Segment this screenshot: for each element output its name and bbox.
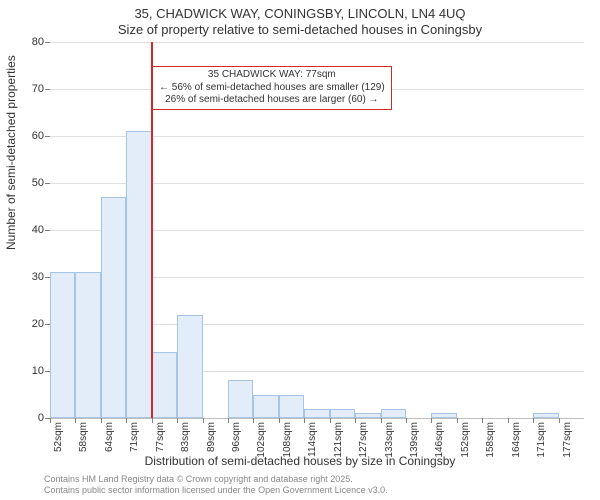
x-tick-mark [101,418,102,423]
x-tick-label: 146sqm [434,422,445,458]
x-tick-mark [355,418,356,423]
y-tick-label: 0 [38,412,44,424]
histogram-bar [152,352,177,418]
chart-title-line1: 35, CHADWICK WAY, CONINGSBY, LINCOLN, LN… [0,6,600,21]
histogram-bar [50,272,75,418]
x-tick-label: 114sqm [307,422,318,457]
x-tick-mark [253,418,254,423]
x-tick-mark [482,418,483,423]
x-axis-label: Distribution of semi-detached houses by … [0,454,600,468]
x-tick-mark [559,418,560,423]
y-tick-label: 10 [32,365,44,377]
x-tick-label: 58sqm [78,422,89,452]
x-tick-label: 102sqm [256,422,267,458]
annotation-line-1: 35 CHADWICK WAY: 77sqm [159,69,385,82]
x-tick-mark [330,418,331,423]
y-tick-label: 20 [32,318,44,330]
y-tick-label: 50 [32,177,44,189]
histogram-bar [330,409,355,418]
histogram-bar [253,395,278,419]
x-tick-label: 71sqm [129,422,140,452]
x-tick-mark [508,418,509,423]
x-tick-label: 108sqm [282,422,293,458]
x-tick-mark [406,418,407,423]
x-tick-label: 177sqm [562,422,573,458]
x-tick-mark [431,418,432,423]
footer-attribution: Contains HM Land Registry data © Crown c… [44,474,388,496]
x-tick-label: 152sqm [460,422,471,458]
x-tick-mark [381,418,382,423]
x-tick-mark [457,418,458,423]
histogram-bar [355,413,380,418]
gridline [50,42,584,43]
annotation-line-3: 26% of semi-detached houses are larger (… [159,94,385,107]
x-tick-label: 133sqm [384,422,395,458]
x-tick-label: 52sqm [53,422,64,452]
x-tick-mark [279,418,280,423]
footer-line-1: Contains HM Land Registry data © Crown c… [44,474,388,485]
x-tick-label: 96sqm [231,422,242,452]
histogram-bar [279,395,304,419]
x-tick-label: 64sqm [104,422,115,452]
histogram-bar [304,409,329,418]
histogram-bar [101,197,126,418]
x-tick-mark [203,418,204,423]
y-tick-label: 80 [32,36,44,48]
x-tick-label: 171sqm [536,422,547,458]
y-tick-label: 70 [32,83,44,95]
y-tick-label: 30 [32,271,44,283]
x-tick-label: 77sqm [155,422,166,452]
x-tick-mark [126,418,127,423]
x-tick-label: 139sqm [409,422,420,458]
x-tick-mark [228,418,229,423]
y-tick-label: 40 [32,224,44,236]
annotation-box: 35 CHADWICK WAY: 77sqm ← 56% of semi-det… [152,66,392,110]
y-tick-mark [45,42,50,43]
histogram-bar [75,272,100,418]
y-tick-mark [45,230,50,231]
x-tick-label: 164sqm [511,422,522,458]
y-tick-mark [45,136,50,137]
y-tick-mark [45,183,50,184]
y-axis-label: Number of semi-detached properties [4,55,18,250]
histogram-bar [431,413,456,418]
x-tick-label: 158sqm [485,422,496,458]
histogram-bar [126,131,151,418]
x-tick-label: 89sqm [206,422,217,452]
x-tick-label: 121sqm [333,422,344,458]
histogram-bar [533,413,558,418]
x-tick-mark [533,418,534,423]
x-tick-mark [152,418,153,423]
footer-line-2: Contains public sector information licen… [44,485,388,496]
chart-title-line2: Size of property relative to semi-detach… [0,22,600,37]
y-tick-mark [45,89,50,90]
histogram-bar [177,315,202,418]
x-tick-mark [50,418,51,423]
y-tick-label: 60 [32,130,44,142]
x-tick-mark [75,418,76,423]
histogram-bar [381,409,406,418]
plot-area: 0102030405060708052sqm58sqm64sqm71sqm77s… [50,42,584,419]
x-tick-label: 83sqm [180,422,191,452]
annotation-line-2: ← 56% of semi-detached houses are smalle… [159,82,385,95]
histogram-bar [228,380,253,418]
x-tick-mark [177,418,178,423]
x-tick-label: 127sqm [358,422,369,458]
x-tick-mark [304,418,305,423]
